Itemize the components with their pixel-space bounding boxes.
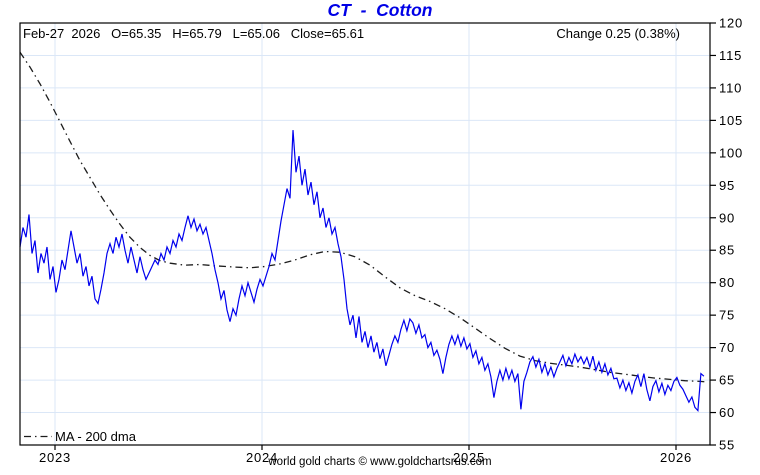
y-tick-label: 85 [719,243,735,258]
y-tick-label: 80 [719,275,735,290]
chart-title: CT - Cotton [327,0,433,20]
y-tick-label: 65 [719,373,735,388]
ma-line [19,51,709,383]
y-tick-label: 105 [719,113,743,128]
y-tick-label: 100 [719,145,743,160]
x-tick-label: 2023 [39,450,71,465]
price-line [19,130,705,413]
x-tick-label: 2025 [453,450,485,465]
y-tick-label: 120 [719,16,743,31]
y-tick-label: 95 [719,178,735,193]
y-tick-label: 110 [719,80,742,95]
y-tick-label: 60 [719,405,735,420]
y-tick-label: 90 [719,210,735,225]
footer-credit: world gold charts © www.goldchartsrus.co… [268,456,492,468]
x-tick-label: 2024 [246,450,278,465]
ma-legend-label: MA - 200 dma [55,429,136,444]
y-tick-label: 70 [719,340,735,355]
plot-frame [19,22,711,446]
y-tick-label: 75 [719,308,735,323]
ohlc-info: Feb-27 2026 O=65.35 H=65.79 L=65.06 Clos… [23,26,365,41]
x-tick-label: 2026 [660,450,692,465]
y-tick-label: 55 [719,438,735,453]
change-label: Change 0.25 (0.38%) [556,26,680,41]
y-tick-label: 115 [719,48,742,63]
